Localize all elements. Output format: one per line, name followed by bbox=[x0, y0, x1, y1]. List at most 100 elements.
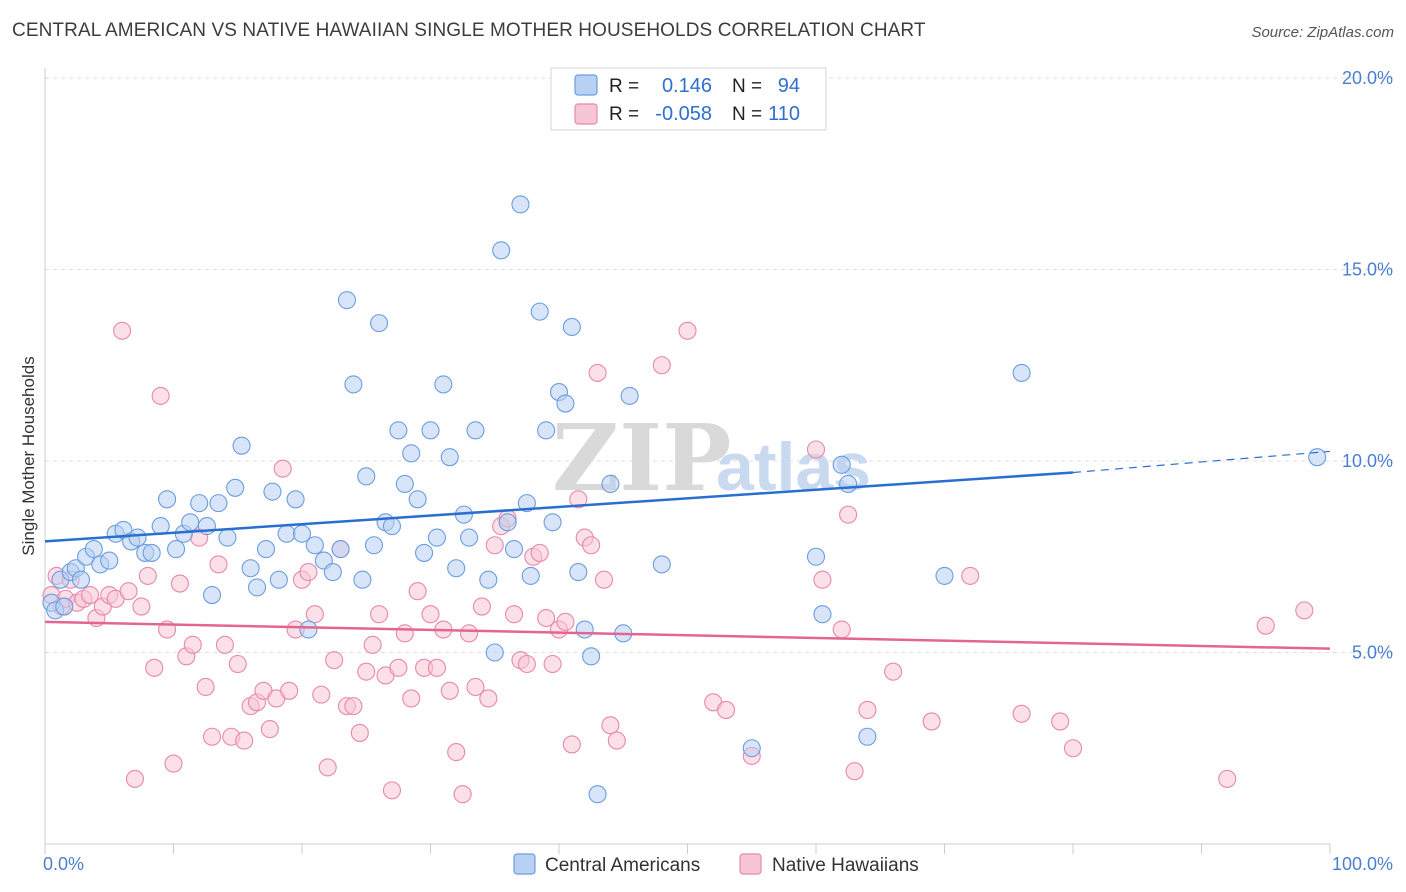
x-tick-label-1: 100.0% bbox=[1332, 854, 1393, 874]
central-americans-point-6 bbox=[71, 570, 91, 589]
central-americans-point-73 bbox=[543, 513, 562, 532]
legend: R = 0.146 N = 94 R = -0.058 N = 110 bbox=[550, 67, 827, 131]
central-americans-point-90 bbox=[858, 727, 877, 746]
central-americans-point-53 bbox=[408, 490, 427, 509]
native-hawaiians-point-104 bbox=[1012, 704, 1031, 723]
central-americans-point-54 bbox=[415, 543, 434, 562]
native-hawaiians-point-77 bbox=[530, 543, 549, 562]
central-americans-points bbox=[42, 195, 1327, 804]
bottom-legend: Central Americans Native Hawaiians bbox=[513, 853, 919, 876]
native-hawaiians-point-25 bbox=[196, 677, 215, 697]
chart-source: Source: ZipAtlas.com bbox=[1251, 24, 1394, 41]
native-hawaiians-point-79 bbox=[543, 654, 562, 674]
y-tick-label-3: 20.0% bbox=[1342, 68, 1393, 88]
central-americans-point-42 bbox=[337, 291, 357, 310]
central-americans-point-86 bbox=[806, 547, 826, 566]
native-hawaiians-point-41 bbox=[299, 563, 318, 582]
legend-swatch-pink bbox=[574, 103, 598, 125]
central-americans-point-83 bbox=[620, 386, 639, 405]
legend-r-value-0: 0.146 bbox=[662, 75, 712, 97]
native-hawaiians-point-106 bbox=[1063, 739, 1083, 758]
native-hawaiians-point-30 bbox=[228, 654, 247, 674]
native-hawaiians-point-14 bbox=[125, 769, 144, 788]
native-hawaiians-point-27 bbox=[209, 555, 228, 574]
trend-line-native-hawaiians bbox=[44, 620, 1331, 650]
central-americans-point-37 bbox=[299, 620, 318, 639]
native-hawaiians-point-70 bbox=[485, 536, 504, 555]
native-hawaiians-point-44 bbox=[318, 758, 337, 777]
central-americans-point-8 bbox=[84, 540, 103, 559]
native-hawaiians-point-58 bbox=[408, 582, 427, 601]
native-hawaiians-point-28 bbox=[215, 635, 234, 654]
native-hawaiians-point-96 bbox=[813, 570, 832, 589]
native-hawaiians-point-17 bbox=[145, 658, 164, 677]
central-americans-point-78 bbox=[575, 620, 594, 639]
y-tick-labels: 5.0% 10.0% 15.0% 20.0% bbox=[1342, 68, 1393, 663]
native-hawaiians-point-86 bbox=[588, 363, 607, 382]
native-hawaiians-point-7 bbox=[80, 585, 100, 605]
central-americans-point-26 bbox=[218, 528, 237, 547]
central-americans-point-21 bbox=[181, 513, 200, 532]
native-hawaiians-point-97 bbox=[832, 620, 851, 639]
native-hawaiians-point-26 bbox=[203, 727, 222, 746]
central-americans-point-52 bbox=[402, 444, 421, 463]
native-hawaiians-point-82 bbox=[562, 735, 581, 754]
legend-r-value-1: -0.058 bbox=[655, 103, 712, 125]
y-tick-label-2: 15.0% bbox=[1342, 260, 1393, 280]
central-americans-point-77 bbox=[569, 563, 588, 582]
central-americans-point-66 bbox=[498, 513, 517, 532]
central-americans-point-67 bbox=[504, 540, 524, 559]
native-hawaiians-point-90 bbox=[652, 356, 671, 375]
central-americans-point-18 bbox=[158, 490, 177, 509]
central-americans-point-38 bbox=[305, 536, 324, 555]
central-americans-point-41 bbox=[331, 540, 350, 559]
central-americans-point-50 bbox=[389, 421, 408, 440]
native-hawaiians-point-64 bbox=[447, 743, 466, 762]
central-americans-point-89 bbox=[839, 474, 858, 494]
central-americans-point-19 bbox=[167, 540, 186, 559]
central-americans-point-92 bbox=[1012, 363, 1031, 382]
central-americans-point-44 bbox=[353, 570, 372, 589]
native-hawaiians-point-37 bbox=[273, 459, 292, 478]
native-hawaiians-point-20 bbox=[164, 754, 183, 773]
central-americans-point-72 bbox=[537, 421, 556, 440]
central-americans-point-49 bbox=[382, 517, 402, 536]
native-hawaiians-point-109 bbox=[1295, 601, 1314, 620]
native-hawaiians-point-68 bbox=[472, 597, 491, 616]
native-hawaiians-point-87 bbox=[594, 570, 614, 589]
central-americans-point-30 bbox=[247, 578, 267, 597]
native-hawaiians-point-78 bbox=[537, 608, 556, 628]
native-hawaiians-points bbox=[42, 321, 1314, 804]
native-hawaiians-point-54 bbox=[382, 781, 402, 800]
central-americans-point-70 bbox=[521, 566, 540, 585]
native-hawaiians-point-45 bbox=[325, 651, 344, 670]
native-hawaiians-point-43 bbox=[312, 685, 331, 704]
central-americans-point-62 bbox=[466, 421, 485, 440]
native-hawaiians-point-13 bbox=[119, 582, 138, 601]
central-americans-point-47 bbox=[370, 314, 389, 333]
legend-n-label-1: N = bbox=[732, 104, 762, 125]
native-hawaiians-point-83 bbox=[569, 490, 588, 509]
central-americans-point-51 bbox=[395, 474, 414, 494]
y-axis-label: Single Mother Households bbox=[19, 356, 38, 555]
central-americans-point-68 bbox=[511, 195, 530, 214]
native-hawaiians-point-31 bbox=[235, 731, 254, 750]
central-americans-point-71 bbox=[530, 302, 549, 321]
central-americans-point-93 bbox=[1308, 448, 1327, 467]
native-hawaiians-point-49 bbox=[350, 723, 369, 742]
central-americans-point-87 bbox=[813, 605, 832, 624]
central-americans-point-25 bbox=[209, 494, 228, 513]
bottom-legend-label-central-americans: Central Americans bbox=[545, 855, 700, 876]
y-tick-label-1: 10.0% bbox=[1342, 451, 1393, 471]
native-hawaiians-point-38 bbox=[280, 681, 299, 700]
native-hawaiians-point-52 bbox=[370, 605, 389, 624]
native-hawaiians-point-81 bbox=[556, 612, 575, 631]
legend-swatch-blue bbox=[574, 74, 598, 96]
native-hawaiians-point-91 bbox=[678, 321, 697, 340]
central-americans-point-58 bbox=[440, 448, 459, 467]
legend-n-label-0: N = bbox=[732, 76, 762, 97]
native-hawaiians-point-89 bbox=[607, 731, 626, 750]
native-hawaiians-point-88 bbox=[601, 716, 620, 735]
central-americans-point-61 bbox=[459, 528, 479, 547]
